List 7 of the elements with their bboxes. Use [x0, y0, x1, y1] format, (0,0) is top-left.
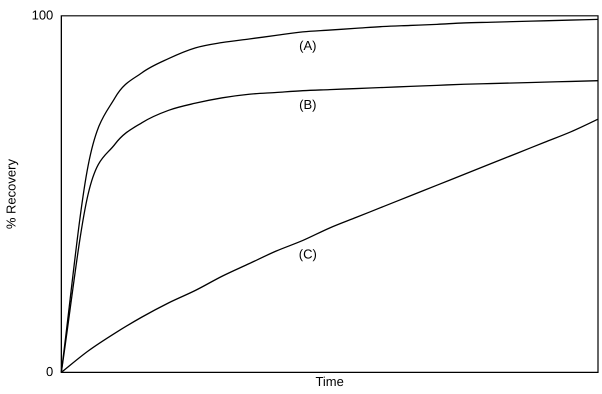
annotation: (B)	[299, 96, 316, 112]
y-axis-title: % Recovery	[3, 158, 18, 230]
annotation: (C)	[298, 246, 317, 262]
annotation: (A)	[299, 38, 316, 53]
y-tick-label: 100	[32, 7, 54, 22]
x-axis-title: Time	[315, 374, 344, 389]
y-tick-label: 0	[46, 364, 54, 379]
